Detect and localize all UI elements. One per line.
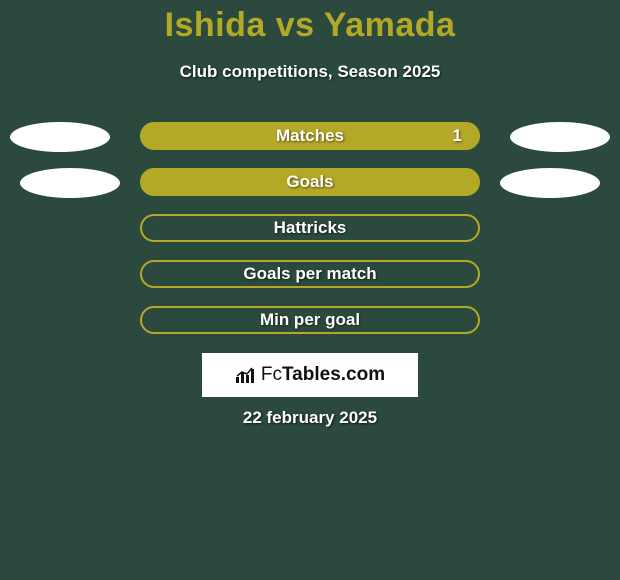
stat-row: Goals per match <box>0 260 620 290</box>
stat-row: Min per goal <box>0 306 620 336</box>
stat-bar: Goals per match <box>140 260 480 288</box>
stat-bar: Matches 1 <box>140 122 480 150</box>
stat-bar: Min per goal <box>140 306 480 334</box>
stat-label: Matches <box>276 126 344 146</box>
stat-label: Goals <box>286 172 333 192</box>
player-marker-right <box>500 168 600 198</box>
page-title: Ishida vs Yamada <box>0 6 620 45</box>
subtitle: Club competitions, Season 2025 <box>0 62 620 82</box>
date-label: 22 february 2025 <box>0 408 620 428</box>
logo-prefix: Fc <box>261 364 282 385</box>
logo: FcTables.com <box>235 364 385 386</box>
chart-icon <box>235 366 257 384</box>
player-marker-left <box>20 168 120 198</box>
player-marker-right <box>510 122 610 152</box>
stat-bar: Goals <box>140 168 480 196</box>
stat-label: Hattricks <box>274 218 347 238</box>
stat-row: Matches 1 <box>0 122 620 152</box>
stat-label: Min per goal <box>260 310 360 330</box>
comparison-infographic: Ishida vs Yamada Club competitions, Seas… <box>0 0 620 580</box>
stat-bar: Hattricks <box>140 214 480 242</box>
logo-text: Tables.com <box>282 364 385 385</box>
stat-row: Hattricks <box>0 214 620 244</box>
player-marker-left <box>10 122 110 152</box>
stat-value-right: 1 <box>453 126 462 146</box>
stat-label: Goals per match <box>243 264 376 284</box>
logo-box: FcTables.com <box>202 353 418 397</box>
stat-row: Goals <box>0 168 620 198</box>
